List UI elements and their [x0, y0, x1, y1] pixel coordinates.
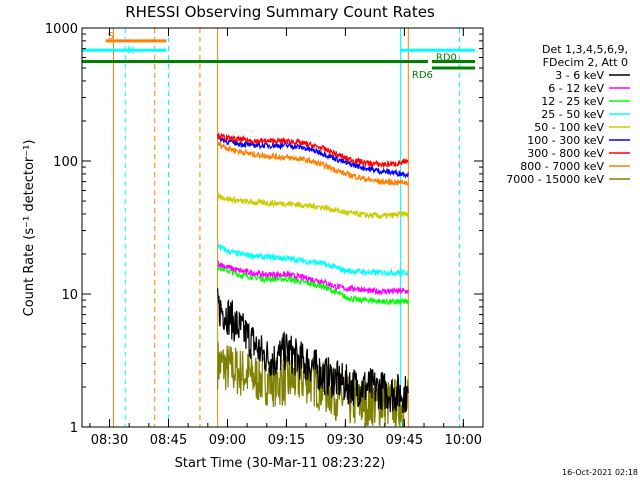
y-tick-label: 1: [70, 421, 78, 436]
legend-entry-label: 6 - 12 keV: [548, 82, 604, 95]
y-tick-label: 1000: [45, 22, 78, 37]
flag-band-label: RD0: [436, 52, 457, 63]
series-line: [217, 243, 409, 278]
x-tick-label: 08:30: [91, 433, 128, 448]
y-axis: 1 10 100 1000: [45, 22, 483, 436]
flag-band-label: N: [127, 45, 134, 56]
series-line: [217, 141, 409, 186]
x-tick-label: 08:45: [150, 433, 187, 448]
plot-frame: [81, 27, 484, 428]
x-axis: 08:30 08:45 09:00 09:15 09:30 09:45 10:00: [89, 28, 484, 448]
x-tick-label: 09:45: [386, 433, 423, 448]
series-line: [217, 341, 409, 427]
legend-header-line: Det 1,3,4,5,6,9,: [542, 43, 628, 56]
series-line: [217, 260, 409, 297]
flag-band-label: RD6: [412, 70, 433, 81]
legend-entry-label: 50 - 100 keV: [534, 121, 604, 134]
legend: Det 1,3,4,5,6,9, FDecim 2, Att 0 3 - 6 k…: [506, 43, 630, 186]
legend-entry-label: 3 - 6 keV: [555, 69, 604, 82]
y-tick-label: 10: [61, 288, 78, 303]
footer-date: 16-Oct-2021 02:18: [562, 468, 638, 477]
x-tick-label: 10:00: [445, 433, 482, 448]
series-line: [217, 192, 409, 220]
x-axis-label: Start Time (30-Mar-11 08:23:22): [175, 456, 386, 471]
legend-entry-label: 25 - 50 keV: [541, 108, 604, 121]
series-line: [217, 288, 409, 414]
legend-entry-label: 800 - 7000 keV: [520, 160, 604, 173]
x-tick-label: 09:00: [209, 433, 246, 448]
legend-header-line: FDecim 2, Att 0: [543, 56, 628, 69]
x-tick-label: 09:30: [327, 433, 364, 448]
chart-title: RHESSI Observing Summary Count Rates: [125, 3, 435, 21]
legend-entry-label: 300 - 800 keV: [527, 147, 604, 160]
series-line: [217, 132, 409, 169]
series-line: [217, 264, 409, 306]
y-tick-label: 100: [53, 155, 78, 170]
x-tick-label: 09:15: [268, 433, 305, 448]
flag-band-label: S: [108, 31, 114, 42]
legend-entry-label: 100 - 300 keV: [527, 134, 604, 147]
y-axis-label: Count Rate (s⁻¹ detector⁻¹): [22, 140, 37, 317]
legend-entry-label: 12 - 25 keV: [541, 95, 604, 108]
legend-entry-label: 7000 - 15000 keV: [506, 173, 604, 186]
